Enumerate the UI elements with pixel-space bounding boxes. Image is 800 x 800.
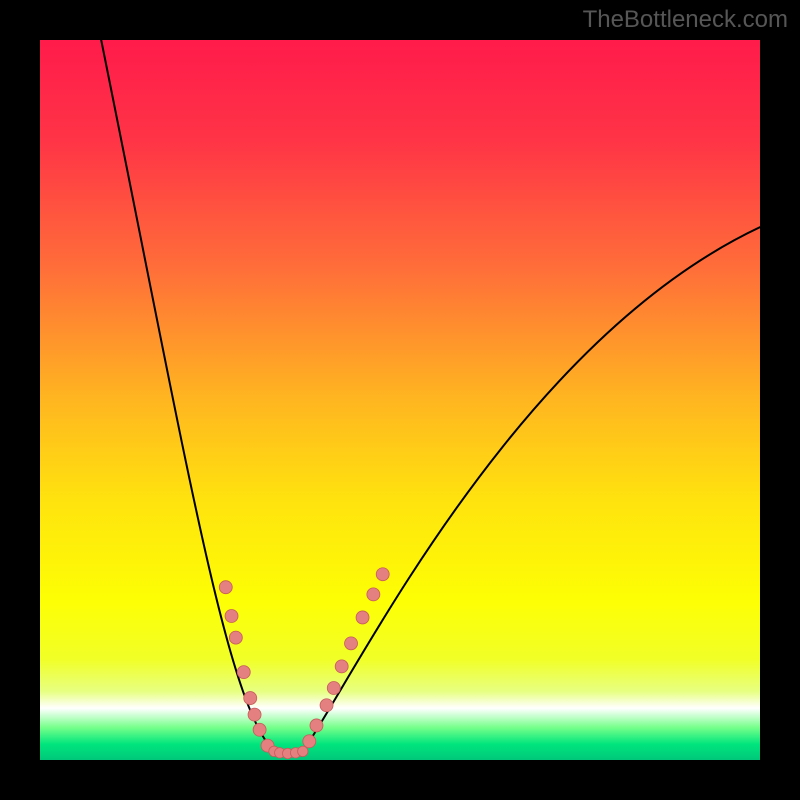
right-arm-marker [310, 719, 323, 732]
right-arm-marker [356, 611, 369, 624]
left-arm-marker [229, 631, 242, 644]
right-arm-marker [327, 682, 340, 695]
left-arm-marker [237, 666, 250, 679]
right-arm-marker [345, 637, 358, 650]
right-arm-marker [335, 660, 348, 673]
right-arm-marker [367, 588, 380, 601]
left-arm-marker [253, 723, 266, 736]
right-arm-marker [303, 735, 316, 748]
watermark-text: TheBottleneck.com [583, 6, 788, 34]
plot-area [40, 40, 760, 760]
chart-frame: TheBottleneck.com [0, 0, 800, 800]
left-arm-marker [219, 581, 232, 594]
left-arm-marker [248, 708, 261, 721]
left-arm-marker [225, 610, 238, 623]
right-arm-marker [320, 699, 333, 712]
left-arm-marker [244, 692, 257, 705]
right-arm-marker [376, 568, 389, 581]
flat-marker [298, 746, 308, 756]
chart-svg [40, 40, 760, 760]
gradient-background [40, 40, 760, 760]
